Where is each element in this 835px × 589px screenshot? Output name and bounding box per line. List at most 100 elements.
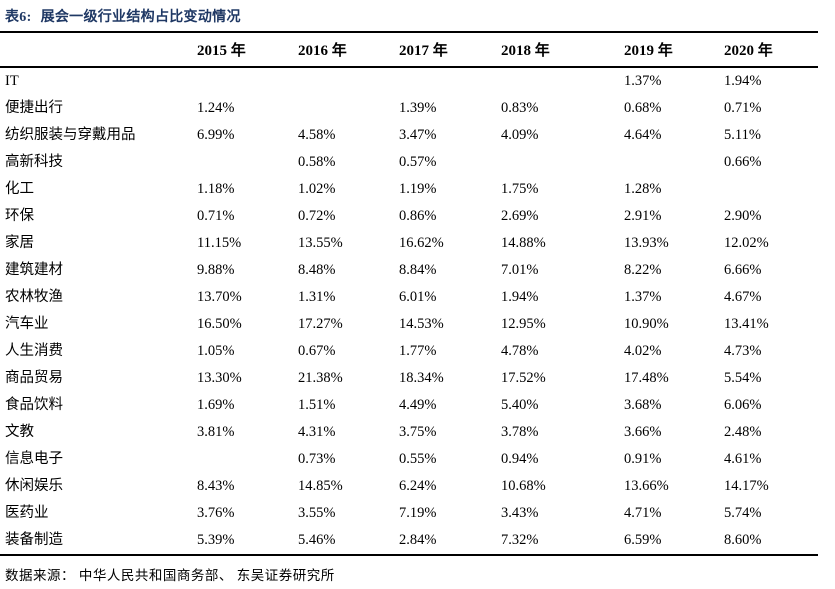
- value-cell: 13.93%: [624, 235, 669, 251]
- table-row: 汽车业 16.50% 17.27% 14.53% 12.95% 10.90% 13.41%: [0, 311, 818, 338]
- table-row: 商品贸易 13.30% 21.38% 18.34% 17.52% 17.48% 5.54%: [0, 365, 818, 392]
- value-cell: 4.58%: [298, 127, 336, 143]
- value-cell: 10.68%: [501, 478, 546, 494]
- value-cell: 3.55%: [298, 505, 336, 521]
- year-column-header: 2018 年: [501, 31, 624, 68]
- industry-label: IT: [5, 73, 19, 89]
- year-column-header: 2016 年: [298, 31, 399, 68]
- table-row: 环保 0.71% 0.72% 0.86% 2.69% 2.91% 2.90%: [0, 203, 818, 230]
- value-cell: 5.40%: [501, 397, 539, 413]
- value-cell: 13.70%: [197, 289, 242, 305]
- table-row: 食品饮料 1.69% 1.51% 4.49% 5.40% 3.68% 6.06%: [0, 392, 818, 419]
- value-cell: 6.24%: [399, 478, 437, 494]
- value-cell: 0.71%: [197, 208, 235, 224]
- value-cell: 4.09%: [501, 127, 539, 143]
- value-cell: [501, 149, 624, 176]
- value-cell: 3.78%: [501, 424, 539, 440]
- value-cell: 4.61%: [724, 451, 762, 467]
- value-cell: 8.22%: [624, 262, 662, 278]
- value-cell: [197, 67, 298, 95]
- industry-label: 化工: [5, 181, 34, 197]
- value-cell: [298, 95, 399, 122]
- industry-label: 建筑建材: [5, 262, 63, 278]
- table-row: 建筑建材 9.88% 8.48% 8.84% 7.01% 8.22% 6.66%: [0, 257, 818, 284]
- value-cell: 8.84%: [399, 262, 437, 278]
- value-cell: 17.48%: [624, 370, 669, 386]
- year-column-header: 2017 年: [399, 31, 501, 68]
- value-cell: 1.19%: [399, 181, 437, 197]
- value-cell: [197, 149, 298, 176]
- value-cell: 6.06%: [724, 397, 762, 413]
- value-cell: 2.90%: [724, 208, 762, 224]
- corner-cell: [0, 31, 197, 68]
- value-cell: [624, 149, 724, 176]
- table-row: 信息电子 0.73% 0.55% 0.94% 0.91% 4.61%: [0, 446, 818, 473]
- value-cell: 9.88%: [197, 262, 235, 278]
- year-column-header: 2020 年: [724, 31, 818, 68]
- table-title-text: 展会一级行业结构占比变动情况: [40, 10, 241, 25]
- industry-label: 信息电子: [5, 451, 63, 467]
- table-row: 文教 3.81% 4.31% 3.75% 3.78% 3.66% 2.48%: [0, 419, 818, 446]
- value-cell: 0.66%: [724, 154, 762, 170]
- value-cell: 8.60%: [724, 527, 818, 556]
- value-cell: 7.01%: [501, 262, 539, 278]
- value-cell: 1.69%: [197, 397, 235, 413]
- table-row: 医药业 3.76% 3.55% 7.19% 3.43% 4.71% 5.74%: [0, 500, 818, 527]
- value-cell: 1.94%: [724, 73, 762, 89]
- table-row: 家居 11.15% 13.55% 16.62% 14.88% 13.93% 12.02%: [0, 230, 818, 257]
- value-cell: [399, 67, 501, 95]
- table-title: 表6: 展会一级行业结构占比变动情况: [0, 0, 835, 31]
- value-cell: 0.67%: [298, 343, 336, 359]
- value-cell: 4.78%: [501, 343, 539, 359]
- value-cell: 5.46%: [298, 527, 399, 556]
- value-cell: 3.75%: [399, 424, 437, 440]
- value-cell: 6.99%: [197, 127, 235, 143]
- industry-label: 商品贸易: [5, 370, 63, 386]
- value-cell: 13.41%: [724, 316, 769, 332]
- table-row: 装备制造 5.39% 5.46% 2.84% 7.32% 6.59% 8.60%: [0, 527, 818, 556]
- value-cell: 14.53%: [399, 316, 444, 332]
- table-row: 农林牧渔 13.70% 1.31% 6.01% 1.94% 1.37% 4.67%: [0, 284, 818, 311]
- table-row: 化工 1.18% 1.02% 1.19% 1.75% 1.28%: [0, 176, 818, 203]
- industry-label: 农林牧渔: [5, 289, 63, 305]
- value-cell: 14.85%: [298, 478, 343, 494]
- value-cell: 2.91%: [624, 208, 662, 224]
- industry-label: 人生消费: [5, 343, 63, 359]
- table-row: IT 1.37% 1.94%: [0, 67, 818, 95]
- value-cell: 16.50%: [197, 316, 242, 332]
- table-body: IT 1.37% 1.94% 便捷出行 1.24% 1.39% 0.83% 0.68% 0.71…: [0, 67, 818, 556]
- value-cell: 2.48%: [724, 424, 762, 440]
- value-cell: 3.66%: [624, 424, 662, 440]
- value-cell: 13.55%: [298, 235, 343, 251]
- value-cell: 1.37%: [624, 289, 662, 305]
- value-cell: 4.64%: [624, 127, 662, 143]
- value-cell: 5.39%: [197, 527, 298, 556]
- value-cell: 1.51%: [298, 397, 336, 413]
- data-source-note: 数据来源： 中华人民共和国商务部、 东吴证券研究所: [5, 568, 335, 583]
- value-cell: [298, 67, 399, 95]
- value-cell: 4.02%: [624, 343, 662, 359]
- industry-label: 家居: [5, 235, 34, 251]
- value-cell: 10.90%: [624, 316, 669, 332]
- value-cell: 5.74%: [724, 505, 762, 521]
- table-row: 纺织服装与穿戴用品 6.99% 4.58% 3.47% 4.09% 4.64% 5.11%: [0, 122, 818, 149]
- value-cell: 18.34%: [399, 370, 444, 386]
- value-cell: 14.88%: [501, 235, 546, 251]
- value-cell: 17.27%: [298, 316, 343, 332]
- value-cell: 14.17%: [724, 478, 769, 494]
- industry-label: 便捷出行: [5, 100, 63, 116]
- value-cell: [724, 176, 818, 203]
- table-row: 便捷出行 1.24% 1.39% 0.83% 0.68% 0.71%: [0, 95, 818, 122]
- value-cell: 12.95%: [501, 316, 546, 332]
- value-cell: 0.68%: [624, 100, 662, 116]
- value-cell: 21.38%: [298, 370, 343, 386]
- value-cell: 8.48%: [298, 262, 336, 278]
- value-cell: 3.76%: [197, 505, 235, 521]
- industry-label: 高新科技: [5, 154, 63, 170]
- value-cell: 3.68%: [624, 397, 662, 413]
- industry-share-table: 2015 年 2016 年 2017 年 2018 年 2019 年 2020 年 IT 1…: [0, 31, 818, 556]
- industry-label: 文教: [5, 424, 34, 440]
- year-column-header: 2015 年: [197, 31, 298, 68]
- value-cell: 13.30%: [197, 370, 242, 386]
